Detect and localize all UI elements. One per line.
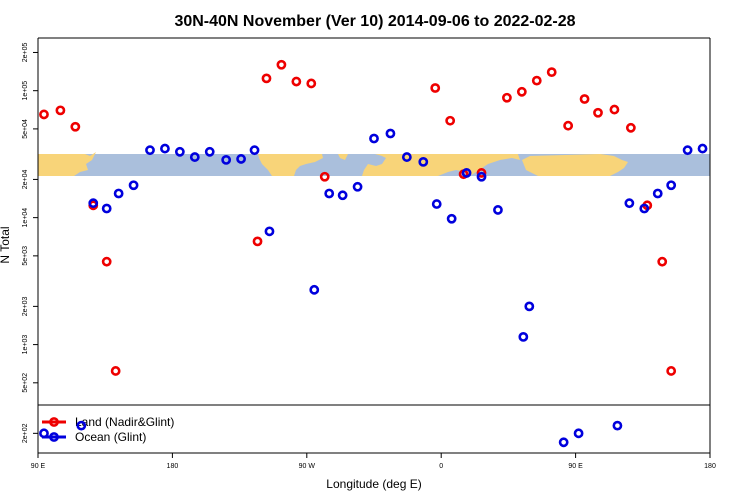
land-point [291, 76, 302, 87]
ocean-point [145, 145, 155, 156]
ocean-point [101, 203, 112, 214]
ocean-point [189, 152, 200, 162]
land-point [306, 78, 317, 89]
x-tick-label: 180 [704, 463, 716, 470]
ocean-point [682, 145, 693, 156]
y-tick-label: 1e+03 [22, 335, 29, 355]
legend-land-label: Land (Nadir&Glint) [75, 415, 174, 429]
ocean-point [558, 437, 569, 448]
y-tick-label: 2e+02 [22, 423, 29, 443]
ocean-point [573, 428, 584, 439]
x-tick-label: 90 W [299, 463, 316, 470]
legend: Land (Nadir&Glint) Ocean (Glint) [38, 404, 710, 444]
land-point [579, 94, 590, 104]
land-point [657, 256, 668, 267]
ocean-point [309, 284, 320, 295]
ocean-point [493, 205, 503, 215]
ocean-point [518, 331, 529, 342]
land-point [625, 122, 636, 133]
ocean-point [524, 301, 535, 312]
ocean-point [236, 154, 246, 164]
y-tick-label: 1e+04 [22, 208, 29, 228]
y-tick-label: 2e+05 [22, 43, 29, 63]
legend-land-marker [49, 417, 59, 427]
land-point [70, 121, 81, 132]
ocean-point [446, 213, 457, 224]
land-point [430, 83, 441, 93]
ocean-point [337, 190, 348, 201]
ocean-point [639, 203, 650, 214]
land-point [445, 115, 456, 126]
x-tick-label: 180 [167, 463, 179, 470]
ocean-point [652, 188, 663, 199]
ocean-point [264, 226, 275, 237]
ocean-point [369, 133, 379, 144]
land-point [319, 171, 330, 182]
chart-title: 30N-40N November (Ver 10) 2014-09-06 to … [174, 13, 575, 30]
land-point [502, 92, 512, 103]
y-tick-label: 5e+04 [22, 119, 29, 139]
land-point [563, 120, 574, 131]
ocean-point [624, 198, 635, 209]
land-point [261, 73, 272, 84]
series-land-points [39, 59, 677, 376]
ocean-point [221, 154, 232, 165]
ocean-point [666, 180, 677, 191]
ocean-point [88, 198, 99, 209]
land-point [276, 59, 287, 70]
ocean-point [461, 168, 472, 178]
ocean-point [385, 128, 396, 139]
ocean-point [128, 180, 139, 191]
y-tick-label: 2e+04 [22, 169, 29, 189]
x-axis-ticks: 90 E 180 90 W 0 90 E 180 [31, 453, 716, 470]
ocean-point [418, 156, 429, 167]
ocean-point [476, 171, 487, 182]
land-point [546, 67, 557, 78]
y-tick-label: 2e+03 [22, 296, 29, 316]
legend-ocean-label: Ocean (Glint) [75, 430, 146, 444]
ocean-point [324, 188, 335, 199]
ocean-point [204, 146, 215, 157]
ocean-point [697, 143, 708, 154]
land-point [666, 366, 677, 376]
world-map-strip [38, 152, 710, 176]
land-point [593, 107, 603, 118]
land-point [110, 366, 121, 376]
ocean-point [39, 428, 49, 439]
x-tick-label: 0 [439, 463, 443, 470]
ocean-point [174, 146, 185, 157]
y-axis-label: N Total [0, 226, 12, 263]
ocean-point [612, 420, 623, 431]
land-point [476, 168, 487, 178]
y-tick-label: 5e+02 [22, 373, 29, 393]
land-point [252, 236, 263, 247]
land-point [609, 104, 620, 115]
ocean-point [113, 188, 124, 199]
y-tick-label: 1e+05 [22, 81, 29, 101]
y-tick-label: 5e+03 [22, 246, 29, 266]
land-point [55, 105, 66, 116]
ocean-point [431, 199, 442, 209]
ocean-point [76, 420, 87, 431]
plot-frame [37, 37, 711, 454]
y-axis-ticks: 2e+02 5e+02 1e+03 2e+03 5e+03 1e+04 2e+04 5e+04… [22, 43, 38, 443]
land-point [531, 75, 542, 86]
x-tick-label: 90 E [31, 463, 46, 470]
ocean-point [401, 152, 412, 162]
legend-ocean-marker [49, 432, 59, 442]
series-ocean-points [39, 128, 708, 448]
land-point [516, 86, 527, 97]
ocean-point [249, 145, 260, 156]
ocean-point [352, 181, 363, 192]
land-point [101, 256, 112, 267]
x-axis-label: Longitude (deg E) [326, 477, 421, 491]
ocean-point [160, 143, 170, 154]
x-tick-label: 90 E [568, 463, 583, 470]
land-point [39, 109, 49, 120]
